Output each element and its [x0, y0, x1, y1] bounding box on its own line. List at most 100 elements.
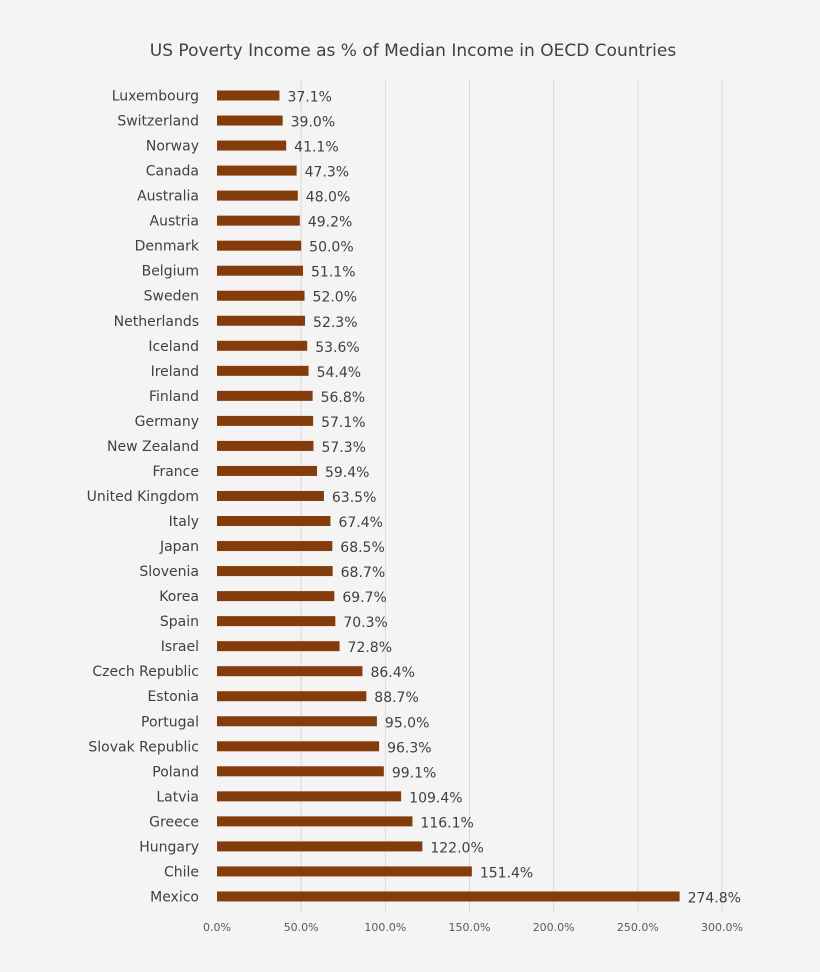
- bar: [217, 866, 472, 877]
- category-label: Belgium: [142, 264, 199, 280]
- bar: [217, 165, 297, 176]
- bar: [217, 365, 309, 376]
- data-label: 52.3%: [313, 315, 357, 331]
- category-label: Luxembourg: [112, 89, 199, 105]
- bar: [217, 591, 335, 602]
- bars: [217, 90, 680, 902]
- bar: [217, 265, 304, 276]
- data-label: 151.4%: [480, 865, 533, 881]
- bar: [217, 440, 314, 451]
- data-label: 96.3%: [387, 740, 431, 756]
- category-label: Greece: [149, 814, 199, 830]
- data-label: 57.3%: [321, 440, 365, 456]
- category-label: Latvia: [156, 789, 199, 805]
- bar: [217, 566, 333, 577]
- bar: [217, 616, 336, 627]
- category-label: Czech Republic: [92, 664, 199, 680]
- data-label: 37.1%: [287, 90, 331, 106]
- category-label: Italy: [169, 514, 199, 530]
- category-label: Ireland: [151, 364, 199, 380]
- bar: [217, 641, 340, 652]
- data-label: 57.1%: [321, 415, 365, 431]
- x-tick-label: 50.0%: [284, 921, 319, 934]
- category-label: Sweden: [144, 289, 199, 305]
- bar: [217, 891, 680, 902]
- data-label: 86.4%: [370, 665, 414, 681]
- bar: [217, 490, 324, 501]
- category-label: Chile: [164, 864, 199, 880]
- x-axis-tick-labels: 0.0% 50.0% 100.0% 150.0% 200.0% 250.0% 300.0%: [203, 921, 743, 934]
- data-label: 48.0%: [306, 190, 350, 206]
- data-label: 53.6%: [315, 340, 359, 356]
- bar: [217, 841, 423, 852]
- bar: [217, 340, 308, 351]
- x-tick-label: 300.0%: [701, 921, 743, 934]
- data-label: 67.4%: [338, 515, 382, 531]
- data-label: 50.0%: [309, 240, 353, 256]
- x-tick-label: 250.0%: [617, 921, 659, 934]
- category-label: Switzerland: [117, 114, 199, 130]
- category-label: Canada: [146, 164, 199, 180]
- data-label: 116.1%: [420, 815, 473, 831]
- data-label: 99.1%: [392, 765, 436, 781]
- category-label: Netherlands: [114, 314, 199, 330]
- data-label: 68.7%: [341, 565, 385, 581]
- bar: [217, 415, 314, 426]
- bar: [217, 541, 333, 552]
- x-tick-label: 0.0%: [203, 921, 231, 934]
- bar: [217, 90, 280, 101]
- data-label: 39.0%: [291, 115, 335, 131]
- category-label: Poland: [152, 764, 199, 780]
- category-label: France: [152, 464, 199, 480]
- category-label: Slovenia: [139, 564, 199, 580]
- bar: [217, 516, 331, 527]
- data-label: 63.5%: [332, 490, 376, 506]
- data-label: 109.4%: [409, 790, 462, 806]
- bar: [217, 240, 302, 251]
- data-label: 69.7%: [342, 590, 386, 606]
- bar: [217, 315, 306, 326]
- bar: [217, 816, 413, 827]
- bar: [217, 666, 363, 677]
- category-label: Israel: [161, 639, 199, 655]
- data-label: 51.1%: [311, 265, 355, 281]
- bar: [217, 691, 367, 702]
- category-label: Denmark: [135, 239, 200, 255]
- x-tick-label: 100.0%: [364, 921, 406, 934]
- category-label: Slovak Republic: [88, 739, 199, 755]
- data-label: 56.8%: [321, 390, 365, 406]
- data-label: 274.8%: [688, 890, 741, 906]
- bar: [217, 766, 384, 777]
- bar: [217, 791, 402, 802]
- data-label: 47.3%: [305, 165, 349, 181]
- bar: [217, 741, 380, 752]
- category-label: Korea: [159, 589, 199, 605]
- category-label: Portugal: [141, 714, 199, 730]
- data-label: 70.3%: [343, 615, 387, 631]
- data-label: 72.8%: [348, 640, 392, 656]
- x-tick-label: 200.0%: [533, 921, 575, 934]
- data-label: 95.0%: [385, 715, 429, 731]
- category-label: Norway: [146, 139, 199, 155]
- bar: [217, 716, 377, 727]
- bar: [217, 290, 305, 301]
- data-labels: 37.1% 39.0% 41.1% 47.3% 48.0% 49.2% 50.0% 51.1%…: [287, 90, 741, 907]
- bar: [217, 215, 300, 226]
- category-label: New Zealand: [107, 439, 199, 455]
- data-label: 68.5%: [340, 540, 384, 556]
- x-tick-label: 150.0%: [449, 921, 491, 934]
- bar: [217, 140, 287, 151]
- data-label: 49.2%: [308, 215, 352, 231]
- bar: [217, 390, 313, 401]
- category-label: Iceland: [148, 339, 199, 355]
- bar: [217, 115, 283, 126]
- category-label: Finland: [149, 389, 199, 405]
- chart-title: US Poverty Income as % of Median Income …: [150, 41, 677, 61]
- data-label: 54.4%: [317, 365, 361, 381]
- category-label: Germany: [135, 414, 199, 430]
- bar: [217, 465, 317, 476]
- category-label: Mexico: [150, 889, 199, 905]
- data-label: 52.0%: [313, 290, 357, 306]
